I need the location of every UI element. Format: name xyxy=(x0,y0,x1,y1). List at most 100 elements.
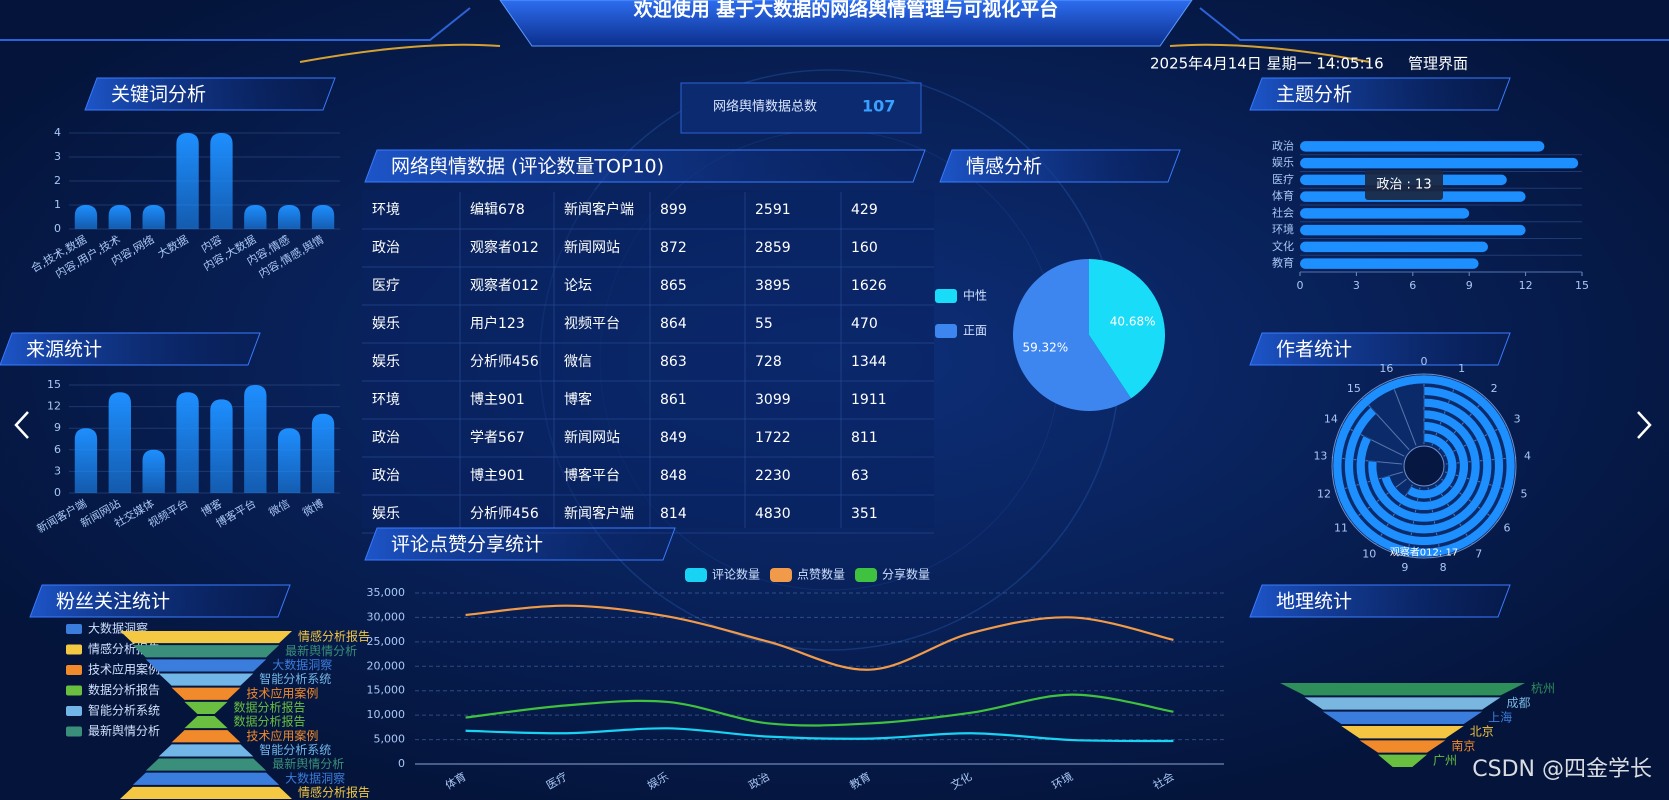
funnel-segment xyxy=(132,772,280,785)
datetime: 2025年4月14日 星期一 14:05:16 xyxy=(1150,55,1384,73)
table-cell: 160 xyxy=(851,240,878,256)
funnel-label: 广州 xyxy=(1433,753,1457,767)
funnel-label: 大数据洞察 xyxy=(272,657,332,672)
legend-label: 正面 xyxy=(963,324,987,338)
polar-center xyxy=(1403,445,1445,487)
panel-title-bg xyxy=(364,149,926,183)
y-tick-label: 社会 xyxy=(1272,205,1294,219)
y-tick-label: 娱乐 xyxy=(1272,155,1294,169)
angle-grid-line xyxy=(1431,380,1458,446)
y-tick-label: 0 xyxy=(54,486,61,499)
table-cell: 学者567 xyxy=(470,430,525,446)
bar xyxy=(1300,241,1488,253)
angle-grid-line xyxy=(1445,471,1513,492)
table-cell: 1626 xyxy=(851,278,887,294)
angle-grid-line xyxy=(1438,397,1487,451)
y-tick-label: 环境 xyxy=(1272,222,1294,236)
bar xyxy=(210,133,233,229)
polar-bar xyxy=(1406,433,1457,499)
panel-title: 关键词分析 xyxy=(111,84,206,106)
table-cell: 视频平台 xyxy=(564,316,620,332)
angle-tick-label: 13 xyxy=(1313,449,1327,462)
table-cell: 博主901 xyxy=(470,467,525,484)
table-cell: 观察者012 xyxy=(470,277,539,294)
y-tick-label: 教育 xyxy=(1272,256,1294,270)
funnel-segment xyxy=(184,716,228,729)
bar xyxy=(74,205,98,229)
funnel-segment xyxy=(1359,740,1446,753)
table-cell: 849 xyxy=(660,430,687,446)
bar xyxy=(1300,224,1526,236)
panel-title: 网络舆情数据 (评论数量TOP10) xyxy=(391,156,664,178)
legend-swatch xyxy=(935,324,957,338)
nav-next[interactable] xyxy=(1637,411,1652,439)
y-tick-label: 6 xyxy=(54,443,61,456)
funnel-label: 南京 xyxy=(1451,738,1475,753)
y-tick-label: 3 xyxy=(54,464,61,477)
header-bg xyxy=(499,0,1193,47)
panel-title: 作者统计 xyxy=(1276,339,1352,361)
panel-title-bg xyxy=(0,332,261,366)
polar-bar xyxy=(1367,409,1481,523)
y-tick-label: 30,000 xyxy=(367,610,406,623)
funnel-segment xyxy=(171,687,241,700)
table-cell: 博主901 xyxy=(470,391,525,408)
table-cell: 4830 xyxy=(755,506,791,522)
legend-swatch xyxy=(66,624,82,634)
legend-label: 智能分析系统 xyxy=(88,703,160,718)
angle-tick-label: 5 xyxy=(1521,487,1528,500)
table-cell: 848 xyxy=(660,468,687,484)
angle-grid-line xyxy=(1390,380,1417,446)
table-cell: 博客 xyxy=(564,391,592,408)
bar xyxy=(1300,141,1545,152)
funnel-label: 情感分析报告 xyxy=(298,784,370,799)
polar-bar xyxy=(1344,386,1504,546)
pie-slice xyxy=(1012,259,1132,411)
funnel-segment xyxy=(1341,726,1464,739)
table-cell: 872 xyxy=(660,240,687,256)
y-tick-label: 政治 xyxy=(1272,138,1294,152)
nav-prev-icon[interactable] xyxy=(14,411,29,439)
table-cell: 论坛 xyxy=(564,278,592,294)
angle-grid-line xyxy=(1332,457,1403,465)
funnel-segment xyxy=(1322,711,1483,724)
table-cell: 环境 xyxy=(372,202,400,218)
table-cell: 899 xyxy=(660,202,687,218)
angle-tick-label: 10 xyxy=(1362,547,1376,560)
legend-label: 技术应用案例 xyxy=(88,662,160,677)
nav-next-icon[interactable] xyxy=(1637,411,1652,439)
angle-tick-label: 11 xyxy=(1334,522,1348,535)
y-tick-label: 9 xyxy=(54,421,61,434)
bar xyxy=(142,205,165,229)
panel-title: 评论点赞分享统计 xyxy=(391,534,543,556)
funnel-segment xyxy=(158,744,254,757)
table-cell: 分析师456 xyxy=(470,506,539,522)
angle-grid-line xyxy=(1361,397,1410,451)
angle-tick-label: 6 xyxy=(1503,522,1510,535)
funnel-segment xyxy=(171,730,241,743)
table-cell: 811 xyxy=(851,430,878,446)
funnel-label: 智能分析系统 xyxy=(259,742,331,757)
angle-tick-label: 3 xyxy=(1514,413,1521,426)
table-cell: 55 xyxy=(755,316,773,332)
table-cell: 470 xyxy=(851,316,878,332)
legend-swatch xyxy=(66,644,82,655)
nav-prev[interactable] xyxy=(14,411,29,439)
legend-label: 分享数量 xyxy=(882,567,930,582)
bar xyxy=(108,392,131,493)
table-cell: 864 xyxy=(660,316,687,332)
table-cell: 博客平台 xyxy=(564,467,620,484)
table-cell: 观察者012 xyxy=(470,239,539,256)
funnel-label: 杭州 xyxy=(1531,681,1555,696)
funnel-label: 最新舆情分析 xyxy=(272,756,344,771)
y-tick-label: 15 xyxy=(47,378,61,391)
table-cell: 3099 xyxy=(755,392,791,408)
panel-title-bg xyxy=(1249,77,1511,111)
table-cell: 1911 xyxy=(851,392,887,408)
angle-grid-line xyxy=(1441,478,1498,522)
y-tick-label: 文化 xyxy=(1272,239,1294,253)
tooltip: 政治 : 13 xyxy=(1376,178,1431,193)
y-tick-label: 5,000 xyxy=(374,733,406,746)
angle-grid-line xyxy=(1445,457,1516,465)
